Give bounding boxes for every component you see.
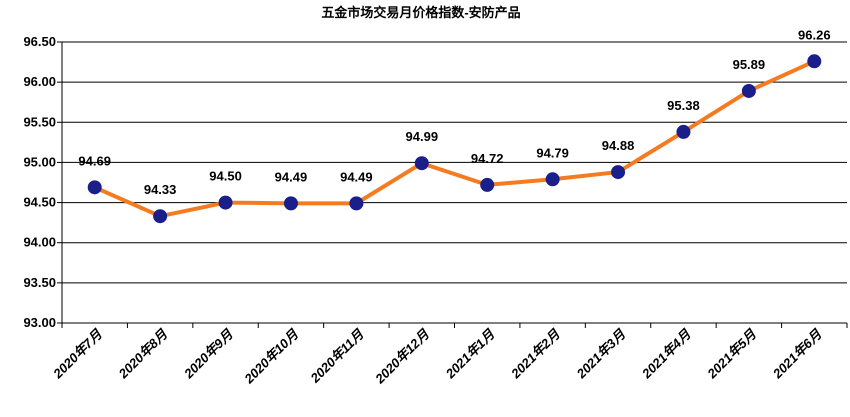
data-label: 94.69 — [78, 153, 111, 168]
x-tick-label: 2020年12月 — [372, 326, 433, 387]
data-label: 95.38 — [667, 98, 700, 113]
y-tick-label: 95.50 — [23, 114, 56, 129]
series-line — [92, 59, 817, 219]
y-tick-label: 96.00 — [23, 74, 56, 89]
data-labels: 94.69 94.33 94.50 94.49 94.49 94.99 94.72 94.79… — [78, 27, 830, 197]
data-point — [283, 196, 298, 211]
x-axis-ticks: 2020年7月 2020年8月 2020年9月 2020年10月 2020年11月 202… — [50, 326, 826, 387]
x-tick-label: 2020年10月 — [241, 326, 302, 387]
markers — [87, 54, 822, 224]
data-point — [349, 196, 364, 211]
y-tick-label: 93.50 — [23, 275, 56, 290]
y-tick-label: 94.00 — [23, 235, 56, 250]
data-point — [87, 180, 102, 195]
data-label: 94.50 — [209, 169, 242, 184]
data-point — [676, 124, 691, 139]
x-tick-label: 2020年11月 — [307, 326, 367, 386]
x-tick-label: 2020年7月 — [50, 326, 106, 382]
data-point — [414, 156, 429, 171]
chart-title: 五金市场交易月价格指数-安防产品 — [321, 5, 520, 20]
data-label: 94.79 — [536, 145, 569, 160]
x-tick-label: 2020年9月 — [180, 326, 236, 382]
x-tick-label: 2021年6月 — [769, 326, 825, 382]
y-tick-label: 95.00 — [23, 154, 56, 169]
data-label: 94.49 — [275, 169, 308, 184]
x-tick-label: 2021年2月 — [507, 326, 563, 382]
data-point — [807, 54, 822, 69]
data-point — [741, 83, 756, 98]
x-tick-label: 2021年4月 — [638, 326, 694, 382]
x-tick-label: 2021年5月 — [704, 326, 760, 382]
axes — [57, 41, 848, 328]
y-tick-label: 96.50 — [23, 34, 56, 49]
data-point — [611, 165, 626, 180]
data-label: 94.88 — [602, 138, 635, 153]
grid — [62, 41, 847, 324]
x-tick-label: 2021年1月 — [442, 326, 498, 382]
series-line-layer — [92, 59, 817, 219]
data-label: 94.49 — [340, 169, 373, 184]
x-tick-label: 2020年8月 — [115, 326, 171, 382]
x-tick-label: 2021年3月 — [573, 326, 629, 382]
data-label: 96.26 — [798, 27, 831, 42]
data-label: 94.99 — [406, 129, 439, 144]
y-tick-label: 93.00 — [23, 315, 56, 330]
data-label: 94.72 — [471, 151, 504, 166]
data-point — [153, 209, 168, 224]
data-point — [480, 177, 495, 192]
y-axis-ticks: 93.00 93.50 94.00 94.50 95.00 95.50 96.00 96.50 — [23, 34, 56, 330]
data-point — [545, 172, 560, 187]
data-label: 94.33 — [144, 182, 177, 197]
data-label: 95.89 — [733, 57, 766, 72]
data-point — [218, 195, 233, 210]
y-tick-label: 94.50 — [23, 195, 56, 210]
